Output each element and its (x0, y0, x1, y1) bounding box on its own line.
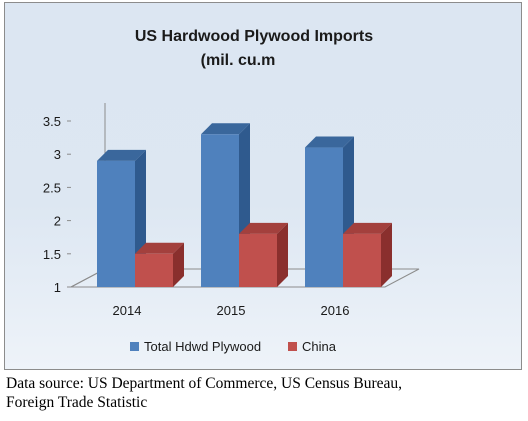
bar-top-face (201, 123, 250, 135)
caption-line-2: Foreign Trade Statistic (6, 394, 148, 411)
legend-swatch-china (288, 342, 297, 351)
caption-line-1: Data source: US Department of Commerce, … (6, 375, 403, 392)
legend: Total Hdwd Plywood China (130, 339, 337, 354)
y-tick-label: 2 (54, 214, 61, 229)
bar-side-face (277, 222, 288, 287)
bar-china-2014 (135, 242, 184, 287)
bar-front-face (343, 233, 381, 287)
bar-top-face (97, 149, 146, 161)
y-tick-label: 2.5 (43, 180, 61, 195)
bar-front-face (201, 134, 239, 287)
y-tick-label: 1 (54, 280, 61, 295)
bar-top-face (305, 136, 354, 148)
legend-label-china: China (302, 339, 337, 354)
bar-front-face (239, 233, 277, 287)
bar-top-face (135, 242, 184, 254)
bar-top-face (343, 222, 392, 234)
x-tick-label-2015: 2015 (217, 303, 246, 318)
bar-front-face (135, 253, 173, 287)
x-tick-label-2014: 2014 (113, 303, 142, 318)
bar-chart: US Hardwood Plywood Imports (mil. cu.m 1… (43, 28, 420, 354)
x-tick-label-2016: 2016 (321, 303, 350, 318)
bar-total-2016 (305, 136, 354, 287)
legend-swatch-total (130, 342, 139, 351)
y-tick-label: 1.5 (43, 247, 61, 262)
bar-layer (97, 123, 392, 287)
bar-side-face (381, 222, 392, 287)
bar-top-face (239, 222, 288, 234)
bar-front-face (305, 147, 343, 287)
chart-title-line-2: (mil. cu.m (201, 52, 276, 69)
legend-label-total: Total Hdwd Plywood (144, 339, 261, 354)
tick-layer: 1 1.5 2 2.5 3 3.5 2014 2015 2016 (43, 114, 350, 318)
bar-china-2015 (239, 222, 288, 287)
y-tick-label: 3 (54, 147, 61, 162)
chart-title-line-1: US Hardwood Plywood Imports (135, 28, 373, 45)
bar-china-2016 (343, 222, 392, 287)
y-tick-label: 3.5 (43, 114, 61, 129)
chart-frame: US Hardwood Plywood Imports (mil. cu.m 1… (4, 2, 522, 370)
bar-front-face (97, 160, 135, 287)
floor-plane (70, 268, 420, 288)
data-source-caption: Data source: US Department of Commerce, … (6, 374, 524, 412)
bar-side-face (173, 242, 184, 287)
